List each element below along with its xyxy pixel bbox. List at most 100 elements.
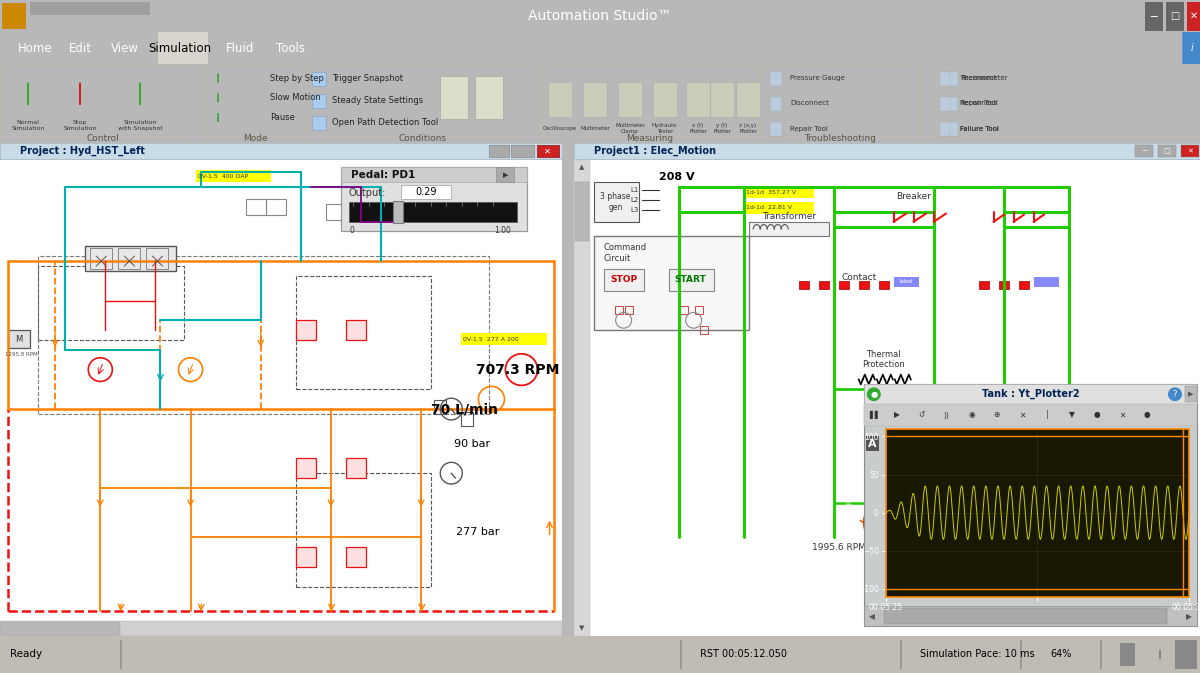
Bar	[625, 306, 632, 314]
Text: Multimeter: Multimeter	[580, 126, 610, 131]
Bar	[700, 326, 708, 334]
Text: label: label	[899, 279, 912, 284]
Bar	[1020, 639, 1022, 669]
Text: ▐▐: ▐▐	[866, 411, 877, 419]
Text: |: |	[1045, 411, 1049, 419]
Text: L1: L1	[630, 187, 638, 193]
Text: Pause: Pause	[270, 113, 295, 122]
Text: ⊕: ⊕	[994, 411, 1000, 419]
Text: 90 bar: 90 bar	[455, 439, 491, 449]
Text: 3298.4 RPM: 3298.4 RPM	[977, 542, 1031, 552]
Bar	[1158, 145, 1176, 157]
Text: Thermal
Protection: Thermal Protection	[863, 350, 905, 369]
Text: 3 phase
gen: 3 phase gen	[600, 192, 631, 211]
Text: M: M	[997, 516, 1010, 529]
Bar	[85, 246, 175, 271]
Bar	[940, 72, 952, 86]
Text: ↺: ↺	[919, 411, 925, 419]
Text: Edit: Edit	[68, 42, 91, 55]
Bar	[818, 281, 829, 289]
Text: STOP: STOP	[610, 275, 637, 284]
Circle shape	[984, 503, 1024, 542]
Text: Simulation
with Snapshot: Simulation with Snapshot	[118, 120, 162, 131]
Bar	[710, 82, 734, 118]
Bar	[312, 116, 326, 130]
Text: Repair Tool: Repair Tool	[960, 100, 998, 106]
Text: Project1 : Elec_Motion: Project1 : Elec_Motion	[594, 146, 715, 156]
Text: ▶: ▶	[503, 172, 508, 178]
Text: Simulation Pace: 10 ms: Simulation Pace: 10 ms	[920, 649, 1034, 660]
Bar	[349, 202, 517, 221]
Bar	[158, 32, 208, 64]
Text: 0V-1.5  400 DAP: 0V-1.5 400 DAP	[198, 174, 247, 179]
Text: Steady State Settings: Steady State Settings	[332, 96, 424, 105]
Text: Simulation: Simulation	[149, 42, 211, 55]
Text: Normal
Simulation: Normal Simulation	[11, 120, 44, 131]
Bar	[346, 458, 366, 478]
Bar	[2, 3, 26, 29]
Bar	[618, 82, 642, 118]
Text: START: START	[674, 275, 707, 284]
Text: M: M	[877, 516, 890, 529]
Bar	[950, 97, 958, 111]
Text: 707.3 RPM: 707.3 RPM	[476, 363, 559, 377]
Bar	[0, 64, 205, 143]
Bar	[540, 64, 760, 143]
Text: ●: ●	[870, 390, 877, 399]
Text: Output:: Output:	[349, 188, 386, 198]
Bar	[326, 204, 346, 219]
Text: ⟩⟩: ⟩⟩	[944, 411, 950, 419]
Bar	[864, 404, 1196, 426]
Bar	[246, 199, 265, 215]
Text: Failure Tool: Failure Tool	[960, 125, 998, 131]
Bar	[341, 168, 527, 232]
Bar	[614, 306, 623, 314]
Bar	[296, 473, 431, 587]
Bar	[864, 384, 1196, 404]
Y-axis label: Electric Current: Electric Current	[845, 483, 854, 542]
Bar	[668, 269, 714, 291]
Bar	[146, 248, 168, 269]
Text: Measuring: Measuring	[626, 134, 673, 143]
Bar	[1181, 145, 1199, 157]
Text: Disconnect: Disconnect	[790, 100, 829, 106]
Text: 0: 0	[350, 225, 355, 235]
Bar	[312, 72, 326, 86]
Bar	[312, 94, 326, 108]
Bar	[679, 306, 688, 314]
Bar	[1034, 277, 1058, 287]
Bar	[940, 97, 952, 111]
Text: Automation Studio™: Automation Studio™	[528, 9, 672, 23]
Text: ✕: ✕	[1190, 11, 1198, 21]
Text: i: i	[1190, 43, 1193, 53]
Text: Oscilloscope: Oscilloscope	[542, 126, 577, 131]
Text: Tank : Yt_Plotter2: Tank : Yt_Plotter2	[982, 389, 1079, 399]
Text: Command
Circuit: Command Circuit	[604, 244, 647, 262]
Text: 1295.8 RPM: 1295.8 RPM	[5, 352, 37, 357]
Text: Pressure Gauge: Pressure Gauge	[790, 75, 845, 81]
Text: Reconnect: Reconnect	[960, 100, 997, 106]
Text: 1995.6 RPM: 1995.6 RPM	[812, 542, 865, 552]
Text: ─: ─	[1142, 148, 1146, 154]
Text: Stop
Simulation: Stop Simulation	[64, 120, 97, 131]
Bar	[0, 622, 120, 636]
Bar	[770, 97, 782, 111]
Text: ◉: ◉	[968, 411, 976, 419]
Text: Fluid: Fluid	[226, 42, 254, 55]
Bar	[1120, 643, 1135, 666]
Bar	[950, 122, 958, 137]
Bar	[548, 82, 572, 118]
Bar	[686, 82, 710, 118]
Circle shape	[1168, 388, 1182, 401]
Text: Hydraulic
Tester: Hydraulic Tester	[652, 123, 678, 134]
Text: 0V-1.5  277 A 200: 0V-1.5 277 A 200	[463, 336, 520, 341]
Text: Multimeter
Clamp: Multimeter Clamp	[616, 123, 644, 134]
Bar	[574, 143, 1200, 160]
Text: L3: L3	[630, 207, 638, 213]
Bar	[1166, 1, 1184, 31]
Circle shape	[1183, 0, 1200, 332]
Text: Transformer: Transformer	[762, 212, 816, 221]
Text: 1d-1d  357.27 V: 1d-1d 357.27 V	[745, 190, 796, 194]
Text: 1d-1d  22.81 V: 1d-1d 22.81 V	[745, 205, 792, 210]
Text: ▼: ▼	[1069, 411, 1075, 419]
